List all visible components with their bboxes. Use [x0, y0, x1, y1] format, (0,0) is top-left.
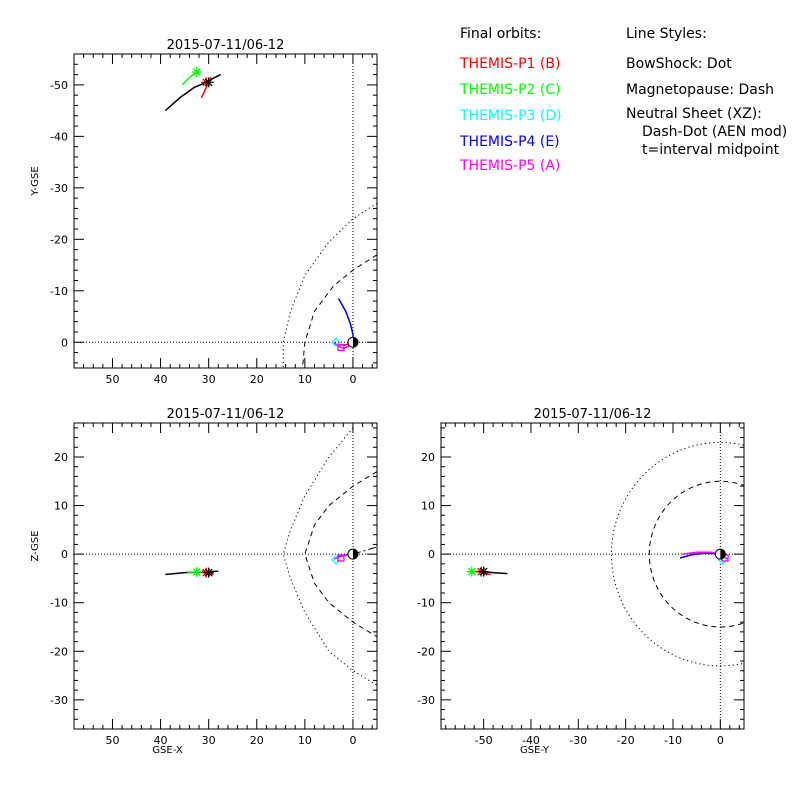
x-tick-label: 50 — [105, 734, 119, 747]
x-tick-label: -10 — [664, 734, 682, 747]
star-stroke — [192, 568, 201, 577]
panel-2: 50 40 30 20 10 0 20 10 0 -10 -20 -30 2015-07-11/06-1… — [30, 407, 378, 756]
y-tick-label: 20 — [54, 451, 68, 464]
plot-frame — [440, 422, 745, 730]
x-tick-label: 0 — [349, 373, 356, 386]
y-tick-label: 20 — [421, 451, 435, 464]
bowshock-curve — [282, 427, 377, 686]
magnetopause-curve — [304, 471, 377, 638]
bowshock-curve — [610, 441, 744, 667]
x-tick-label: 30 — [202, 734, 216, 747]
probe-square-marker-p5 — [337, 343, 345, 352]
y-tick-label: -10 — [417, 597, 435, 610]
orbit-track-4 — [679, 552, 721, 559]
legend-probe-p4: THEMIS-P4 (E) — [460, 134, 560, 150]
x-tick-label: 20 — [250, 734, 264, 747]
plot-area — [74, 54, 377, 368]
legend-probe-p2: THEMIS-P2 (C) — [460, 82, 561, 98]
y-tick-label: -30 — [417, 694, 435, 707]
legend-probe-p5: THEMIS-P5 (A) — [460, 158, 561, 174]
y-tick-label: -10 — [50, 285, 68, 298]
x-axis-label: GSE-X — [152, 745, 183, 756]
orbit-track-4 — [337, 298, 354, 343]
x-tick-label: 10 — [298, 734, 312, 747]
x-tick-label: 40 — [154, 734, 168, 747]
panel-3: -50 -40 -30 -20 -10 0 20 10 0 -10 -20 -30 2015-07-11… — [417, 407, 745, 756]
y-tick-label: 0 — [61, 548, 68, 561]
probe-star-marker-p5 — [203, 77, 214, 88]
probe-diamond-marker-p3 — [331, 337, 342, 348]
y-tick-label: -40 — [50, 130, 68, 143]
x-tick-label: 30 — [202, 373, 216, 386]
x-tick-label: -50 — [475, 734, 493, 747]
probe-star-marker-p2 — [191, 67, 202, 78]
legend-probe-p3: THEMIS-P3 (D) — [460, 108, 562, 124]
y-tick-label: 0 — [61, 336, 68, 349]
orbits-legend-title: Final orbits: — [460, 26, 542, 42]
y-tick-label: -30 — [50, 694, 68, 707]
chart-title: 2015-07-11/06-12 — [167, 407, 285, 422]
x-tick-label: -30 — [569, 734, 587, 747]
y-tick-label: 10 — [421, 500, 435, 513]
star-stroke — [192, 68, 201, 77]
legend-probe-p1: THEMIS-P1 (B) — [460, 56, 561, 72]
orbit-track-1 — [164, 73, 222, 112]
probe-star-marker-p2 — [191, 567, 202, 578]
x-tick-label: 10 — [298, 373, 312, 386]
earth-night-side — [720, 549, 726, 560]
panel-1: 50 40 30 20 10 0 0 -10 -20 -30 -40 -50 2015-07-11/06… — [30, 38, 378, 386]
y-tick-label: 10 — [54, 500, 68, 513]
y-tick-label: -30 — [50, 182, 68, 195]
star-stroke — [204, 568, 213, 577]
y-tick-label: -20 — [50, 645, 68, 658]
x-tick-label: 20 — [250, 373, 264, 386]
line-style-neutral-sheet: Neutral Sheet (XZ): — [626, 106, 762, 122]
probe-star-marker-p2 — [466, 566, 477, 577]
y-tick-label: -20 — [417, 645, 435, 658]
chart-title: 2015-07-11/06-12 — [534, 407, 652, 422]
plot-area — [74, 423, 377, 729]
earth-marker — [347, 336, 359, 348]
line-style-dash-dot: Dash-Dot (AEN mod) — [642, 124, 788, 140]
y-axis-label: Z-GSE — [30, 530, 41, 561]
x-tick-label: -20 — [617, 734, 635, 747]
probe-star-marker-p5 — [478, 566, 489, 577]
earth-marker — [714, 548, 726, 560]
y-tick-label: -50 — [50, 79, 68, 92]
earth-night-side — [352, 549, 358, 560]
earth-marker — [347, 548, 359, 560]
plot-frame — [73, 422, 378, 730]
line-styles-title: Line Styles: — [626, 26, 707, 42]
line-style-interval-note: t=interval midpoint — [642, 142, 780, 158]
y-tick-label: 0 — [428, 548, 435, 561]
y-tick-label: -10 — [50, 597, 68, 610]
probe-square-marker-p5 — [337, 554, 345, 562]
probe-diamond-marker-p3 — [331, 555, 342, 565]
x-tick-label: -40 — [522, 734, 540, 747]
star-stroke — [467, 567, 476, 576]
star-stroke — [479, 567, 488, 576]
plot-frame — [73, 53, 378, 369]
bowshock-curve — [282, 202, 377, 368]
x-tick-label: 0 — [349, 734, 356, 747]
probe-star-marker-p5 — [203, 567, 214, 578]
magnetopause-curve — [648, 480, 744, 628]
y-axis-label: Y-GSE — [30, 166, 41, 196]
earth-night-side — [352, 337, 358, 348]
chart-title: 2015-07-11/06-12 — [167, 38, 285, 53]
x-tick-label: 0 — [717, 734, 724, 747]
x-tick-label: 40 — [154, 373, 168, 386]
star-stroke — [204, 78, 213, 87]
line-style-magnetopause: Magnetopause: Dash — [626, 82, 775, 98]
legend-block: Final orbits: THEMIS-P1 (B) THEMIS-P2 (C… — [0, 0, 800, 200]
x-axis-label: GSE-Y — [520, 745, 550, 756]
x-tick-label: 50 — [105, 373, 119, 386]
y-tick-label: -20 — [50, 233, 68, 246]
line-style-bowshock: BowShock: Dot — [626, 56, 732, 72]
plot-area — [441, 423, 744, 729]
